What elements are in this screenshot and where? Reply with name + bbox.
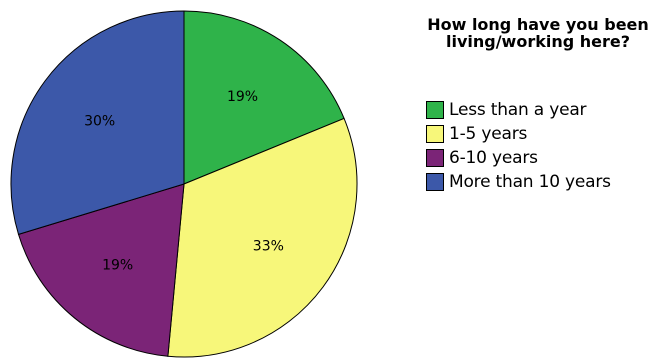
legend-item-less-than-a-year: Less than a year <box>426 98 611 122</box>
pie-data-label-more-than-10-years: 30% <box>84 113 115 129</box>
legend-item-1-5-years: 1-5 years <box>426 122 611 146</box>
legend-swatch <box>426 125 444 143</box>
pie-slice-more-than-10-years <box>10 10 185 236</box>
pie-data-label-1-5-years: 33% <box>253 239 284 255</box>
pie-slice-less-than-a-year <box>183 10 345 185</box>
legend-label: Less than a year <box>449 100 587 120</box>
pie-data-label-6-10-years: 19% <box>102 257 133 273</box>
legend-title: How long have you been living/working he… <box>427 15 649 51</box>
legend-label: 1-5 years <box>449 124 528 144</box>
pie-data-label-less-than-a-year: 19% <box>227 89 258 105</box>
legend-item-more-than-10-years: More than 10 years <box>426 170 611 194</box>
pie-chart: 19% 33% 19% 30% <box>10 10 358 358</box>
legend: Less than a year 1-5 years 6-10 years More … <box>426 98 611 194</box>
legend-swatch <box>426 173 444 191</box>
legend-item-6-10-years: 6-10 years <box>426 146 611 170</box>
legend-swatch <box>426 149 444 167</box>
legend-label: More than 10 years <box>449 172 611 192</box>
legend-swatch <box>426 101 444 119</box>
pie-slice-1-5-years <box>167 117 358 358</box>
pie-slice-6-10-years <box>17 183 185 357</box>
legend-label: 6-10 years <box>449 148 538 168</box>
